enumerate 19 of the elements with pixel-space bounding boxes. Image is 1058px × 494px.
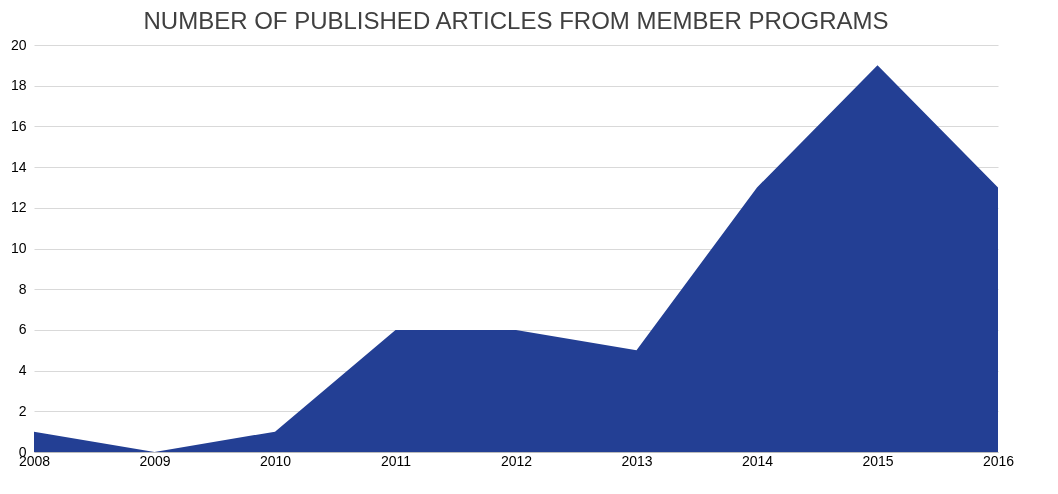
y-tick-label: 4 [18,362,27,379]
y-tick-label: 2 [18,402,27,419]
y-tick-label: 14 [10,158,27,175]
x-tick-label: 2010 [259,452,292,469]
y-tick-label: 10 [10,240,27,256]
y-tick-label: 12 [10,199,27,216]
x-tick-label: 2012 [500,452,533,469]
chart-title: NUMBER OF PUBLISHED ARTICLES FROM MEMBER PROGRAMS [143,7,889,34]
x-tick-label: 2015 [862,452,894,469]
y-tick-label: 18 [10,77,27,94]
y-tick-label: 8 [18,280,27,297]
y-tick-label: 6 [18,321,27,338]
x-tick-label: 2011 [380,452,412,469]
x-tick-label: 2009 [139,452,171,469]
x-tick-label: 2016 [982,452,1015,469]
x-tick-label: 2013 [621,452,653,469]
x-tick-label: 2014 [741,452,774,469]
y-tick-label: 20 [10,36,27,53]
y-tick-label: 16 [10,117,27,134]
